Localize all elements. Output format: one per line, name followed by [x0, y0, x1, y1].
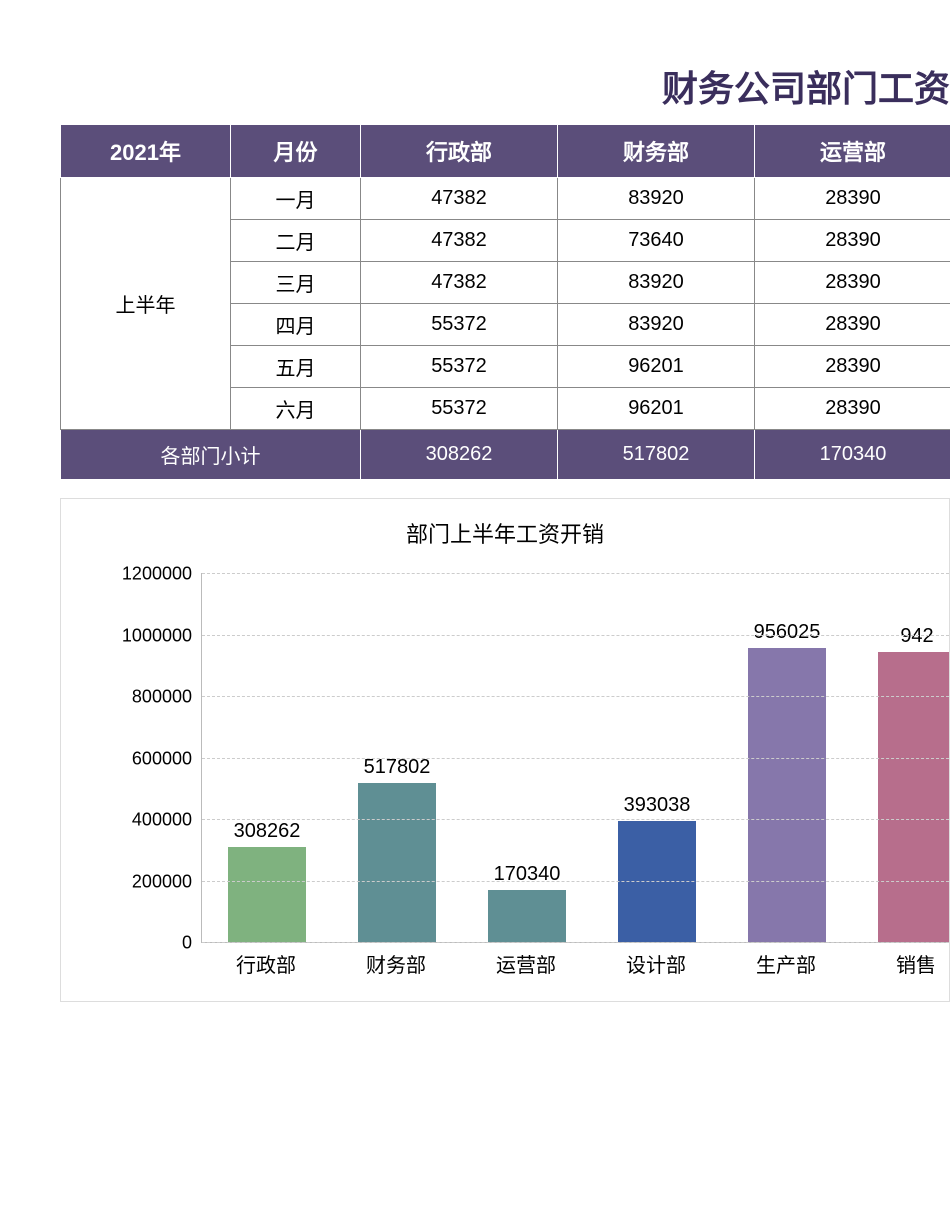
table-cell: 28390: [755, 388, 950, 430]
chart-plot-area: 308262517802170340393038956025942 020000…: [201, 573, 949, 943]
table-cell: 83920: [558, 178, 755, 220]
chart-bar-value-label: 942: [900, 625, 933, 652]
chart-gridline: 1000000: [202, 635, 949, 636]
chart-y-tick-label: 1000000: [122, 625, 202, 646]
table-cell: 四月: [231, 304, 361, 346]
table-cell: 28390: [755, 178, 950, 220]
chart-x-tick-label: 行政部: [201, 943, 331, 983]
table-cell: 28390: [755, 346, 950, 388]
table-cell: 28390: [755, 220, 950, 262]
chart-x-tick-label: 销售: [851, 943, 950, 983]
table-cell: 五月: [231, 346, 361, 388]
chart-y-tick-label: 0: [182, 933, 202, 954]
table-cell: 96201: [558, 388, 755, 430]
header-month: 月份: [231, 125, 361, 178]
table-cell: 55372: [361, 346, 558, 388]
header-dept1: 行政部: [361, 125, 558, 178]
chart-bar: 170340: [488, 890, 566, 942]
subtotal-cell: 170340: [755, 430, 950, 480]
chart-y-tick-label: 600000: [132, 748, 202, 769]
subtotal-row: 各部门小计308262517802170340: [61, 430, 950, 480]
table-cell: 73640: [558, 220, 755, 262]
chart-gridline: 1200000: [202, 573, 949, 574]
chart-bar: 517802: [358, 783, 436, 942]
table-cell: 三月: [231, 262, 361, 304]
chart-y-tick-label: 1200000: [122, 564, 202, 585]
chart-x-tick-label: 生产部: [721, 943, 851, 983]
table-cell: 47382: [361, 220, 558, 262]
table-cell: 47382: [361, 178, 558, 220]
subtotal-label: 各部门小计: [61, 430, 361, 480]
chart-x-tick-label: 财务部: [331, 943, 461, 983]
chart-title: 部门上半年工资开销: [61, 517, 949, 549]
table-cell: 83920: [558, 262, 755, 304]
salary-table: 2021年 月份 行政部 财务部 运营部 上半年一月47382839202839…: [60, 124, 950, 480]
chart-gridline: 600000: [202, 758, 949, 759]
table-cell: 一月: [231, 178, 361, 220]
table-cell: 83920: [558, 304, 755, 346]
chart-gridline: 400000: [202, 819, 949, 820]
header-dept2: 财务部: [558, 125, 755, 178]
table-row: 上半年一月473828392028390: [61, 178, 950, 220]
table-cell: 28390: [755, 304, 950, 346]
bar-chart: 部门上半年工资开销 308262 517802 170340 393038 956025…: [60, 498, 950, 1002]
chart-bar: 393038: [618, 821, 696, 942]
chart-y-tick-label: 200000: [132, 871, 202, 892]
chart-x-tick-label: 设计部: [591, 943, 721, 983]
table-cell: 47382: [361, 262, 558, 304]
table-cell: 二月: [231, 220, 361, 262]
chart-bar: 308262: [228, 847, 306, 942]
subtotal-cell: 308262: [361, 430, 558, 480]
chart-bar: 956025: [748, 648, 826, 942]
subtotal-cell: 517802: [558, 430, 755, 480]
chart-bar-value-label: 170340: [494, 863, 561, 890]
half-year-label: 上半年: [61, 178, 231, 430]
page-title: 财务公司部门工资: [60, 60, 950, 112]
chart-bar-value-label: 308262: [234, 820, 301, 847]
chart-x-tick-label: 运营部: [461, 943, 591, 983]
chart-y-tick-label: 800000: [132, 687, 202, 708]
chart-x-labels: 行政部财务部运营部设计部生产部销售: [201, 943, 949, 983]
chart-bar-value-label: 517802: [364, 756, 431, 783]
table-cell: 55372: [361, 388, 558, 430]
table-cell: 六月: [231, 388, 361, 430]
chart-bar-value-label: 393038: [624, 794, 691, 821]
header-dept3: 运营部: [755, 125, 950, 178]
header-year: 2021年: [61, 125, 231, 178]
table-cell: 55372: [361, 304, 558, 346]
table-cell: 28390: [755, 262, 950, 304]
table-header-row: 2021年 月份 行政部 财务部 运营部: [61, 125, 950, 178]
chart-gridline: 800000: [202, 696, 949, 697]
chart-y-tick-label: 400000: [132, 810, 202, 831]
chart-gridline: 200000: [202, 881, 949, 882]
table-cell: 96201: [558, 346, 755, 388]
